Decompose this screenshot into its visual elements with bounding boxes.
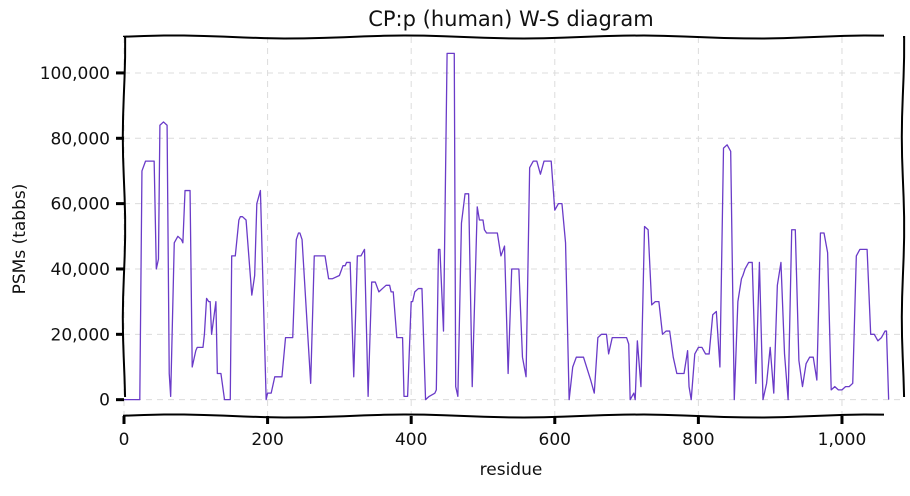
- frame-right: [900, 36, 906, 398]
- y-tick-label-4: 80,000: [51, 129, 110, 149]
- frame-bottom: [123, 413, 885, 419]
- x-tick-label-4: 800: [682, 430, 714, 450]
- x-axis: 0 200 400 600 800 1,000: [119, 416, 867, 450]
- y-axis-label: PSMs (tabbs): [10, 184, 30, 295]
- chart-title: CP:p (human) W-S diagram: [368, 7, 654, 31]
- y-tick-label-0: 0: [99, 391, 110, 411]
- grid-layer: [123, 37, 903, 416]
- plot-frame: [121, 34, 906, 419]
- x-tick-label-0: 0: [119, 430, 130, 450]
- x-axis-label: residue: [480, 460, 543, 480]
- x-tick-label-3: 600: [539, 430, 571, 450]
- x-tick-label-1: 200: [251, 430, 283, 450]
- series-line-0: [124, 52, 890, 401]
- y-axis: 0 20,000 40,000 60,000 80,000 100,000: [40, 64, 124, 411]
- y-tick-label-5: 100,000: [40, 64, 110, 84]
- y-tick-label-3: 60,000: [51, 195, 110, 215]
- x-tick-label-5: 1,000: [818, 430, 867, 450]
- y-tick-label-1: 20,000: [51, 325, 110, 345]
- y-tick-label-2: 40,000: [51, 260, 110, 280]
- series-layer: [124, 52, 890, 401]
- x-tick-label-2: 400: [395, 430, 427, 450]
- frame-top: [123, 34, 885, 40]
